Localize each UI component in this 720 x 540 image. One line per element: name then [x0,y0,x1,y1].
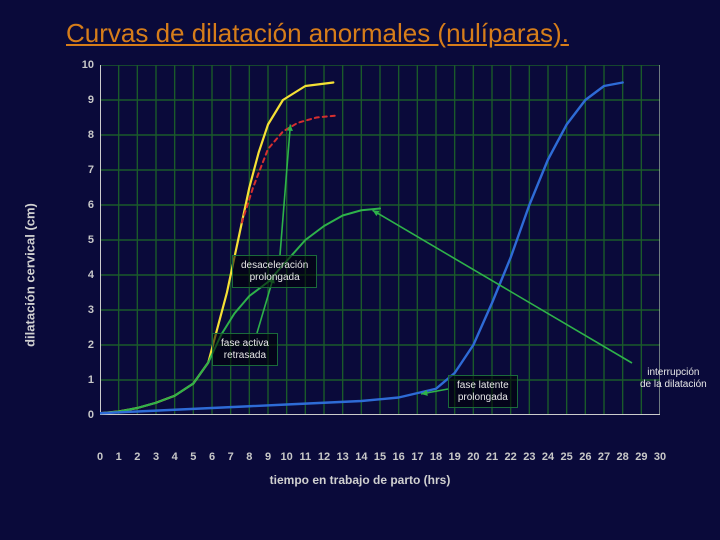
x-tick: 6 [209,451,215,463]
callout-retard: fase activaretrasada [212,333,278,366]
x-tick: 27 [598,451,610,463]
y-tick: 4 [70,269,94,281]
y-tick: 5 [70,234,94,246]
x-tick: 19 [449,451,461,463]
x-tick: 10 [281,451,293,463]
x-tick: 18 [430,451,442,463]
y-tick: 7 [70,164,94,176]
x-axis-label: tiempo en trabajo de parto (hrs) [270,473,451,487]
x-tick: 26 [579,451,591,463]
x-tick: 13 [337,451,349,463]
y-tick: 8 [70,129,94,141]
chart-plot [100,65,660,415]
y-tick: 2 [70,339,94,351]
x-tick: 23 [523,451,535,463]
x-tick: 2 [134,451,140,463]
x-tick: 30 [654,451,666,463]
callout-latent: fase latenteprolongada [448,375,518,408]
x-tick: 22 [505,451,517,463]
x-tick: 17 [411,451,423,463]
x-tick: 29 [635,451,647,463]
x-tick: 4 [172,451,178,463]
x-tick: 16 [393,451,405,463]
x-tick: 0 [97,451,103,463]
x-tick: 7 [228,451,234,463]
x-tick: 5 [190,451,196,463]
x-tick: 15 [374,451,386,463]
y-tick: 3 [70,304,94,316]
x-tick: 1 [116,451,122,463]
y-tick: 10 [70,59,94,71]
chart-container: dilatación cervical (cm) tiempo en traba… [40,65,680,485]
y-tick: 9 [70,94,94,106]
x-tick: 28 [617,451,629,463]
callout-interrupt: interrupciónde la dilatación [632,363,715,394]
y-tick: 6 [70,199,94,211]
page-title: Curvas de dilatación anormales (nulípara… [0,0,720,49]
x-tick: 20 [467,451,479,463]
x-tick: 11 [300,451,312,463]
x-tick: 25 [561,451,573,463]
y-tick: 0 [70,409,94,421]
retarded-active-curve [100,209,380,414]
x-tick: 24 [542,451,554,463]
callout-decel: desaceleraciónprolongada [232,255,317,288]
x-tick: 3 [153,451,159,463]
x-tick: 12 [318,451,330,463]
y-axis-label: dilatación cervical (cm) [23,203,38,347]
x-tick: 8 [246,451,252,463]
y-tick: 1 [70,374,94,386]
x-tick: 14 [355,451,367,463]
x-tick: 9 [265,451,271,463]
x-tick: 21 [486,451,498,463]
prolonged-deceleration-curve [242,116,335,223]
